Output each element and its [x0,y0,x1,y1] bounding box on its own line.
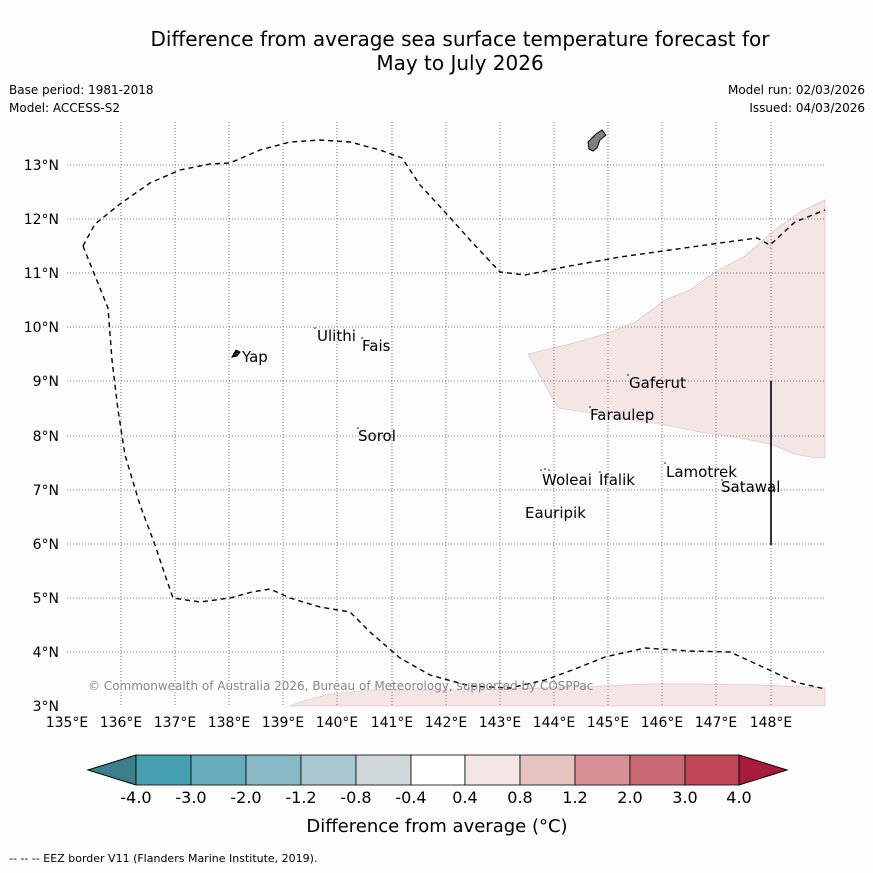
colorbar-segment [574,754,631,786]
guam-island [587,129,607,152]
colorbar-tick: 0.4 [452,788,477,807]
lon-label: 141°E [371,715,414,731]
map-title: Difference from average sea surface temp… [60,27,860,75]
lon-label: 144°E [533,715,576,731]
lon-label: 142°E [425,715,468,731]
place-label-woleai: Woleai [542,471,592,489]
place-label-sorol: Sorol [358,427,396,445]
lon-label: 147°E [695,715,738,731]
colorbar-tick: -3.0 [175,788,206,807]
colorbar-tick: -2.0 [230,788,261,807]
issued-date: Issued: 04/03/2026 [749,101,865,115]
eez-border-west [82,245,826,690]
lat-label: 4°N [33,645,59,661]
colorbar-tick: 3.0 [672,788,697,807]
title-line-2: May to July 2026 [376,51,544,75]
place-label-eauripik: Eauripik [525,504,586,522]
footer-note: -- -- -- EEZ border V11 (Flanders Marine… [9,852,318,865]
lon-label: 137°E [154,715,197,731]
lat-label: 7°N [33,483,59,499]
colorbar-segment [410,754,466,786]
colorbar-segment [684,754,740,786]
colorbar-segment [519,754,576,786]
anomaly-region-north [527,199,826,459]
colorbar-tick: 1.2 [562,788,587,807]
latitude-labels: 13°N 12°N 11°N 10°N 9°N 8°N 7°N 6°N 5°N … [24,158,59,715]
anomaly-region-south [289,683,826,707]
colorbar-under-arrow [86,754,137,786]
lat-label: 5°N [33,591,59,607]
colorbar-segment [135,754,192,786]
model-run: Model run: 02/03/2026 [727,83,865,97]
place-label-ulithi: Ulithi [317,327,356,345]
meta-left: Base period: 1981-2018 Model: ACCESS-S2 [9,81,154,117]
model-name: Model: ACCESS-S2 [9,101,121,115]
colorbar-tick: -4.0 [120,788,151,807]
colorbar-segment [300,754,357,786]
lon-label: 145°E [587,715,630,731]
place-label-yap: Yap [241,348,268,366]
lat-label: 6°N [33,537,59,553]
lon-label: 148°E [750,715,793,731]
colorbar-segment [355,754,412,786]
colorbar-segment [190,754,247,786]
colorbar-label: Difference from average (°C) [306,816,567,837]
colorbar-tick: -1.2 [285,788,316,807]
lat-label: 12°N [24,212,59,228]
title-line-1: Difference from average sea surface temp… [150,27,770,51]
lon-label: 138°E [208,715,251,731]
lon-label: 140°E [316,715,359,731]
yap-island [231,349,241,358]
lat-label: 13°N [24,158,59,174]
colorbar-tick: -0.4 [395,788,426,807]
colorbar-over-arrow [738,754,789,786]
place-label-fais: Fais [362,337,391,355]
place-label-satawal: Satawal [721,478,780,496]
colorbar-segment [245,754,302,786]
colorbar [86,754,789,786]
colorbar-segment [464,754,521,786]
lon-label: 143°E [479,715,522,731]
colorbar-tick: 2.0 [617,788,642,807]
colorbar-tick: 4.0 [726,788,751,807]
lon-label: 146°E [641,715,684,731]
lat-label: 8°N [33,429,59,445]
colorbar-tick: -0.8 [340,788,371,807]
copyright-text: © Commonwealth of Australia 2026, Bureau… [88,679,593,693]
colorbar-segment [629,754,686,786]
place-label-ifalik: Ifalik [599,471,635,489]
longitude-labels: 135°E 136°E 137°E 138°E 139°E 140°E 141°… [46,715,793,731]
base-period: Base period: 1981-2018 [9,83,154,97]
place-label-lamotrek: Lamotrek [666,463,737,481]
lat-label: 10°N [24,320,59,336]
place-labels: Ulithi Fais Yap Gaferut Faraulep Sorol L… [241,327,780,522]
atoll-markers [314,327,723,481]
place-label-faraulep: Faraulep [590,406,654,424]
lat-label: 11°N [24,266,59,282]
eez-border-main [82,139,826,276]
lon-label: 139°E [262,715,305,731]
meta-right: Model run: 02/03/2026 Issued: 04/03/2026 [728,81,865,117]
colorbar-ticks: -4.0 -3.0 -2.0 -1.2 -0.8 -0.4 0.4 0.8 1.… [120,788,751,807]
lat-label: 9°N [33,374,59,390]
lon-label: 136°E [100,715,143,731]
place-label-gaferut: Gaferut [629,374,686,392]
colorbar-tick: 0.8 [507,788,532,807]
lat-label: 3°N [33,699,59,715]
grid-horizontal [67,164,825,653]
lon-label: 135°E [46,715,89,731]
